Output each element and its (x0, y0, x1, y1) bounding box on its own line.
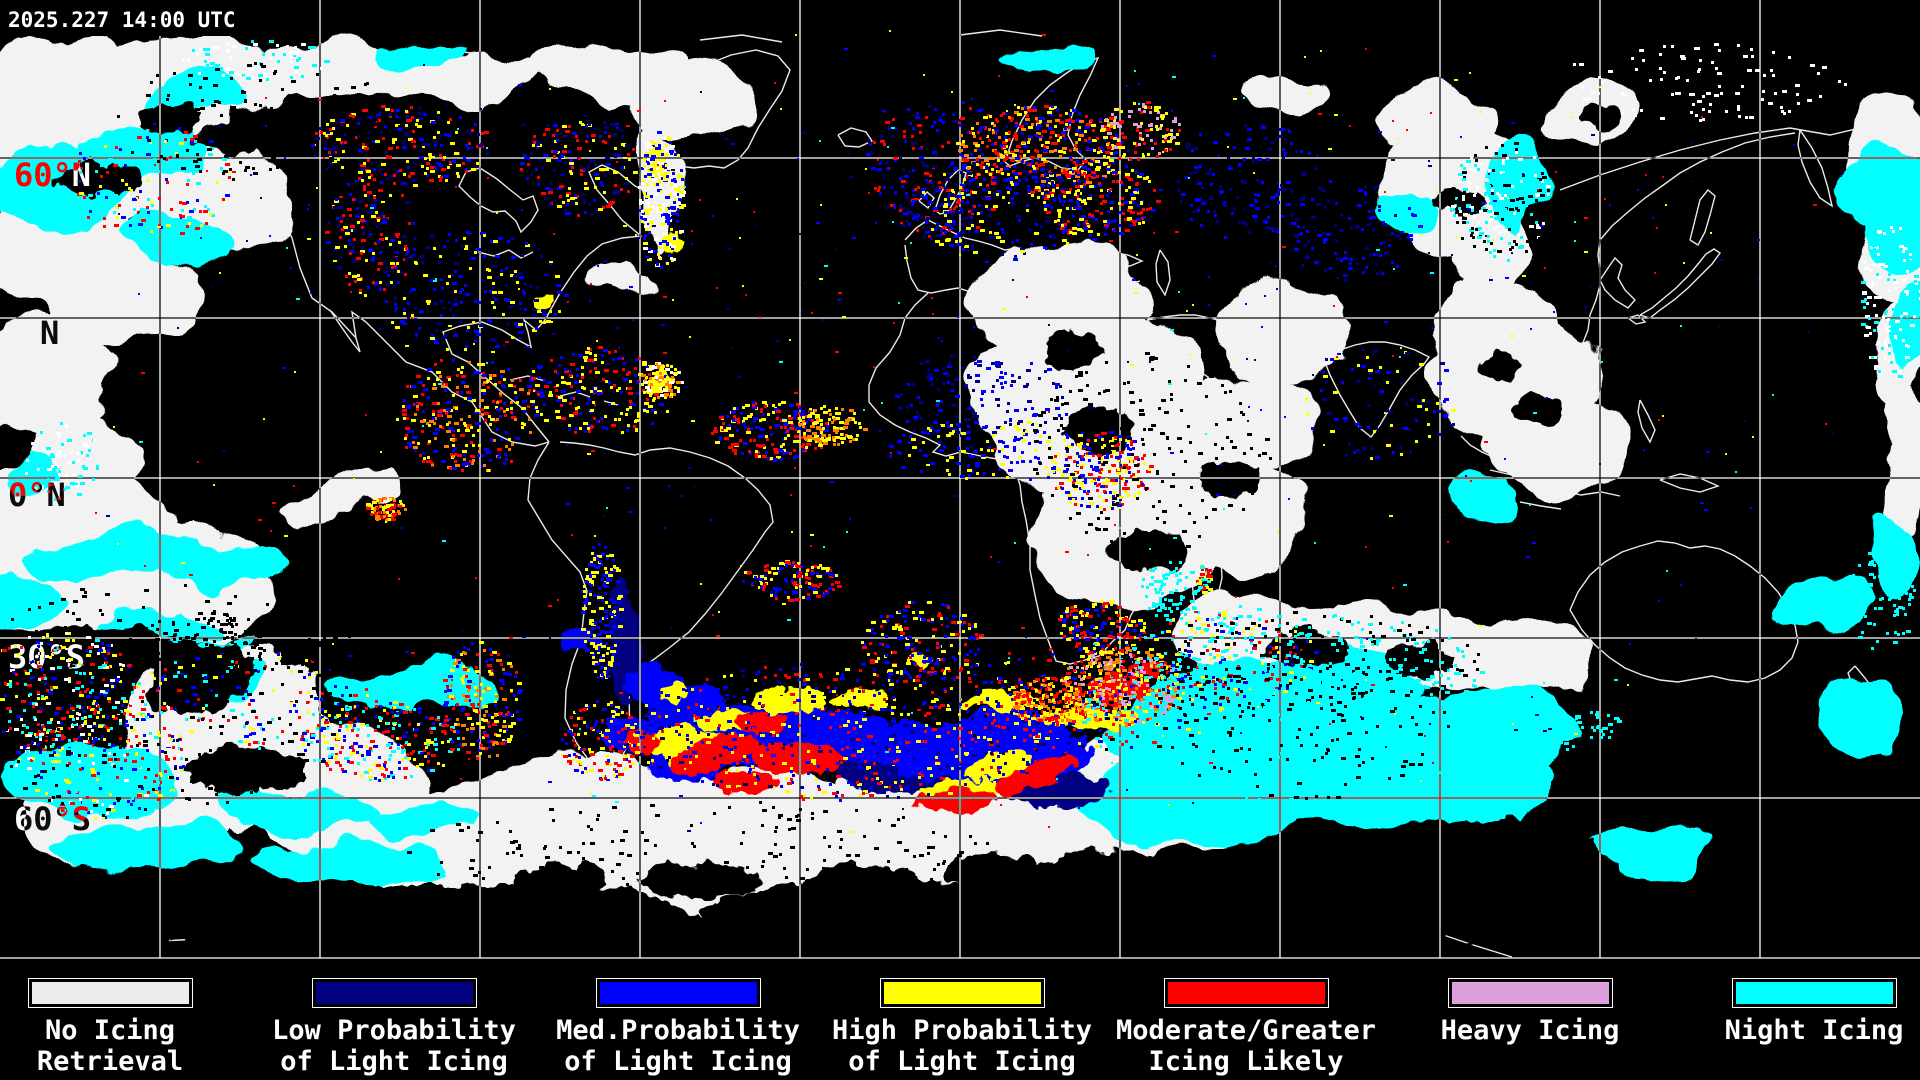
latitude-label-0n: 0°N (8, 476, 66, 514)
latitude-label-30s: 30°S (8, 638, 85, 676)
timestamp: 2025.227 14:00 UTC (8, 8, 236, 32)
latitude-labels: 60°N N 0°N 30°S 60°S (8, 156, 91, 838)
latitude-label-60n: 60°N (14, 156, 91, 194)
latitude-label-60s: 60°S (14, 800, 91, 838)
icing-pixel-speckles (0, 30, 1920, 901)
timestamp-bar: 2025.227 14:00 UTC (0, 0, 236, 36)
graticule-grid (0, 0, 1920, 959)
latitude-label-30n: N (40, 314, 59, 352)
